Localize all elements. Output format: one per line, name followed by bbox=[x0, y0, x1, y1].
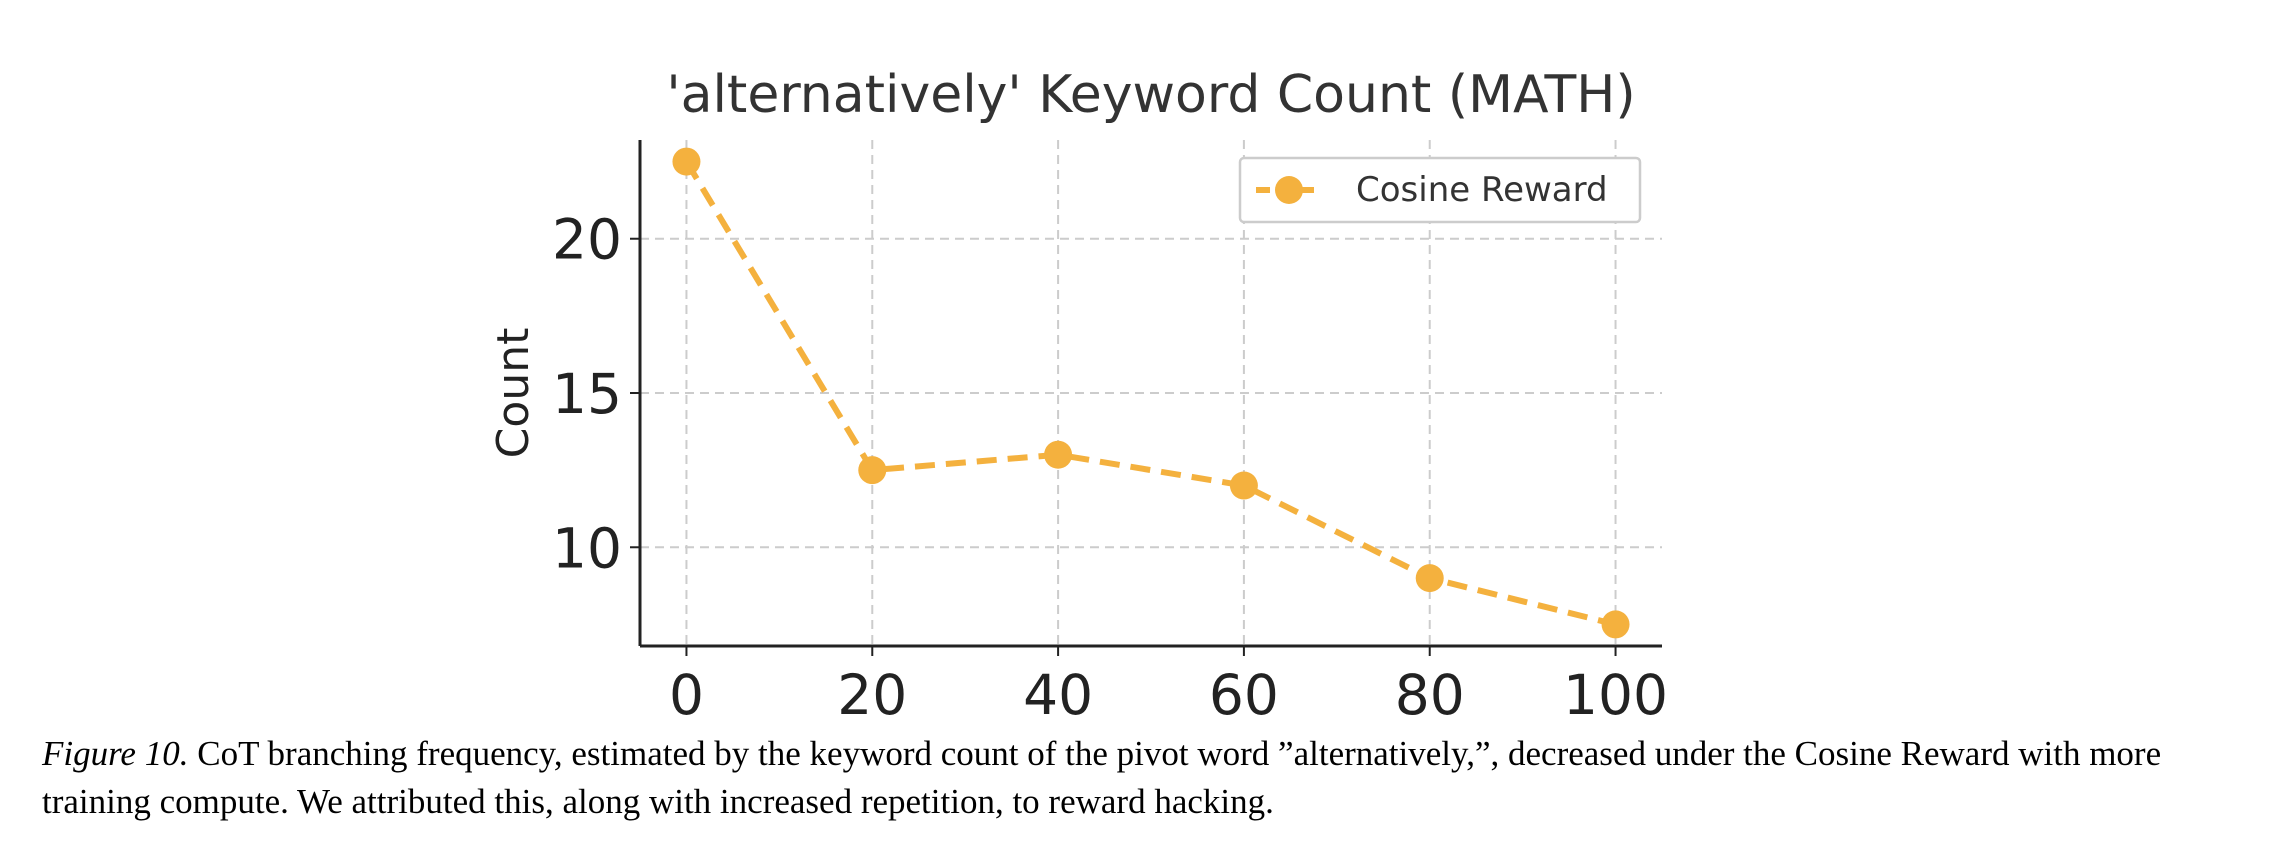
data-point-20 bbox=[858, 456, 887, 485]
legend-label-cosine-reward: Cosine Reward bbox=[1356, 170, 1608, 210]
y-axis-label: Count bbox=[488, 328, 539, 459]
data-point-100 bbox=[1601, 610, 1630, 639]
ticks: 0 20 40 60 80 100 10 15 20 bbox=[552, 208, 1668, 720]
x-tick-label-0: 0 bbox=[669, 663, 704, 720]
y-tick-label-10: 10 bbox=[552, 516, 622, 580]
data-point-0 bbox=[672, 147, 701, 176]
legend-box bbox=[1238, 156, 1642, 224]
legend: Cosine Reward bbox=[1238, 156, 1642, 224]
x-tick-label-20: 20 bbox=[837, 663, 907, 720]
caption-text: CoT branching frequency, estimated by th… bbox=[42, 734, 2162, 821]
grid bbox=[640, 140, 1662, 646]
x-tick-label-40: 40 bbox=[1023, 663, 1093, 720]
figure-caption: Figure 10. CoT branching frequency, esti… bbox=[42, 730, 2262, 826]
x-tick-label-100: 100 bbox=[1563, 663, 1668, 720]
y-tick-label-20: 20 bbox=[552, 208, 622, 272]
x-tick-label-80: 80 bbox=[1395, 663, 1465, 720]
series-layer bbox=[672, 147, 1630, 639]
x-tick-label-60: 60 bbox=[1209, 663, 1279, 720]
caption-label: Figure 10. bbox=[42, 734, 189, 773]
data-point-80 bbox=[1415, 564, 1444, 593]
chart-title: 'alternatively' Keyword Count (MATH) bbox=[666, 65, 1635, 125]
data-point-40 bbox=[1044, 440, 1073, 469]
series-line-0 bbox=[683, 160, 1617, 628]
y-tick-label-15: 15 bbox=[552, 362, 622, 426]
chart: 'alternatively' Keyword Count (MATH) 0 20… bbox=[488, 65, 1668, 720]
legend-marker bbox=[1275, 176, 1303, 204]
data-point-60 bbox=[1229, 471, 1258, 500]
